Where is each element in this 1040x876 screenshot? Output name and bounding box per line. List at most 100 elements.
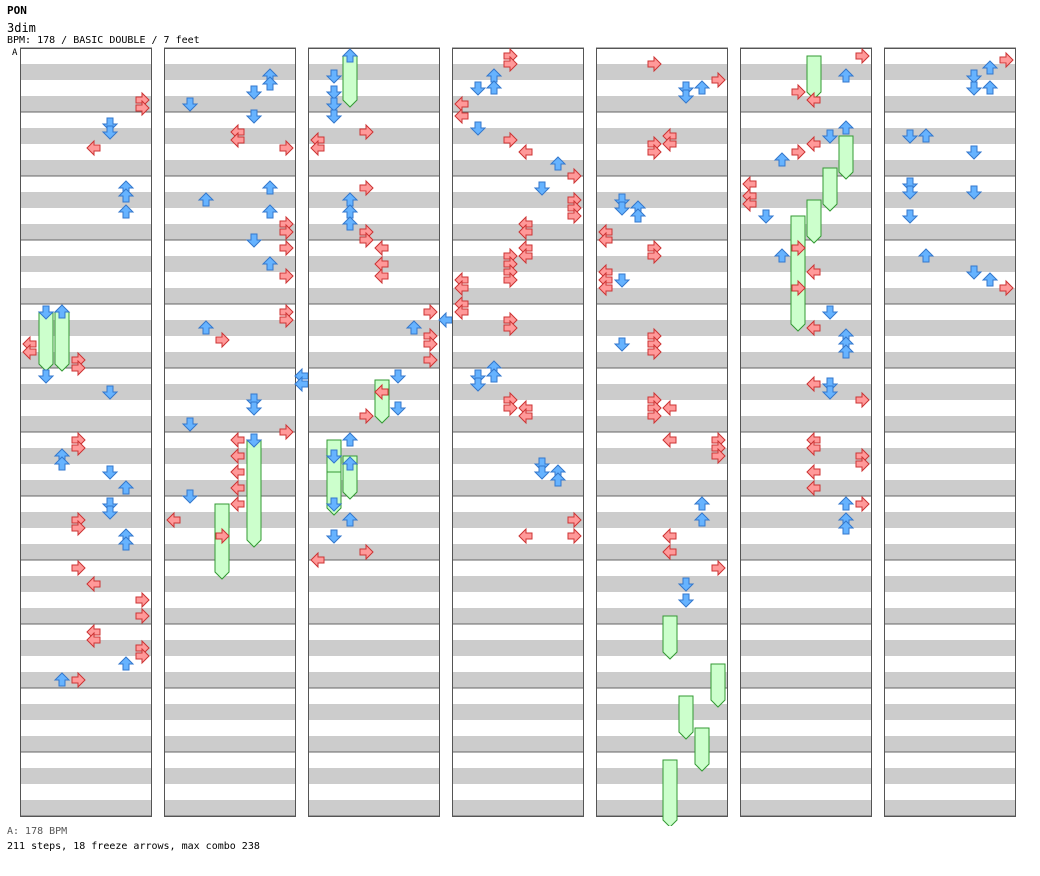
down-arrow-icon xyxy=(901,177,919,192)
beat-stripe xyxy=(452,272,584,288)
beat-stripe xyxy=(740,400,872,416)
beat-stripe xyxy=(596,352,728,368)
left-arrow-icon xyxy=(806,91,821,109)
down-arrow-icon xyxy=(965,145,983,160)
left-arrow-icon xyxy=(518,143,533,161)
footer-bpm: A: 178 BPM xyxy=(7,826,68,837)
beat-stripe xyxy=(20,768,152,784)
beat-stripe xyxy=(884,320,1016,336)
beat-stripe xyxy=(20,208,152,224)
beat-stripe xyxy=(884,592,1016,608)
column-border xyxy=(308,48,440,817)
beat-stripe xyxy=(740,784,872,800)
beat-stripe xyxy=(452,336,584,352)
beat-stripe xyxy=(596,784,728,800)
down-arrow-icon xyxy=(181,97,199,112)
beat-stripe xyxy=(308,320,440,336)
left-arrow-icon xyxy=(454,279,469,297)
beat-stripe xyxy=(164,128,296,144)
beat-stripe xyxy=(596,80,728,96)
beat-stripe xyxy=(884,272,1016,288)
down-arrow-icon xyxy=(901,209,919,224)
step-chart xyxy=(20,47,1016,826)
right-arrow-icon xyxy=(503,131,518,149)
beat-stripe xyxy=(164,64,296,80)
beat-stripe xyxy=(740,720,872,736)
beat-stripe xyxy=(452,368,584,384)
column-border xyxy=(20,48,152,817)
freeze-arrow xyxy=(246,439,262,548)
beat-stripe xyxy=(308,96,440,112)
right-arrow-icon xyxy=(647,407,662,425)
beat-stripe xyxy=(740,288,872,304)
column-border xyxy=(884,48,1016,817)
beat-stripe xyxy=(596,640,728,656)
down-arrow-icon xyxy=(245,401,263,416)
beat-stripe xyxy=(20,624,152,640)
up-arrow-icon xyxy=(117,188,135,203)
down-arrow-icon xyxy=(821,129,839,144)
left-arrow-icon xyxy=(374,267,389,285)
beat-stripe xyxy=(452,208,584,224)
beat-stripe xyxy=(884,48,1016,64)
beat-stripe xyxy=(884,784,1016,800)
beat-stripe xyxy=(20,48,152,64)
beat-stripe xyxy=(884,752,1016,768)
left-arrow-icon xyxy=(86,631,101,649)
beat-stripe xyxy=(884,64,1016,80)
beat-stripe xyxy=(452,576,584,592)
up-arrow-icon xyxy=(485,80,503,95)
beat-stripe xyxy=(596,160,728,176)
beat-stripe xyxy=(884,496,1016,512)
beat-stripe xyxy=(452,624,584,640)
beat-stripe xyxy=(740,240,872,256)
beat-stripe xyxy=(308,48,440,64)
beat-stripe xyxy=(308,704,440,720)
beat-stripe xyxy=(20,144,152,160)
down-arrow-icon xyxy=(533,181,551,196)
beat-stripe xyxy=(20,784,152,800)
beat-stripe xyxy=(596,464,728,480)
beat-stripe xyxy=(20,736,152,752)
beat-stripe xyxy=(596,224,728,240)
beat-stripe xyxy=(20,672,152,688)
beat-stripe xyxy=(740,464,872,480)
up-arrow-icon xyxy=(773,152,791,167)
right-arrow-icon xyxy=(855,455,870,473)
up-arrow-icon xyxy=(197,320,215,335)
beat-stripe xyxy=(452,560,584,576)
chart-info: BPM: 178 / BASIC DOUBLE / 7 feet xyxy=(7,35,200,46)
left-arrow-icon xyxy=(230,447,245,465)
beat-stripe xyxy=(452,608,584,624)
beat-stripe xyxy=(452,528,584,544)
beat-stripe xyxy=(308,128,440,144)
beat-stripe xyxy=(452,288,584,304)
beat-stripe xyxy=(308,576,440,592)
right-arrow-icon xyxy=(279,139,294,157)
beat-stripe xyxy=(164,512,296,528)
tempo-marker-label: A xyxy=(12,48,18,58)
freeze-arrow xyxy=(342,55,358,108)
right-arrow-icon xyxy=(791,279,806,297)
up-arrow-icon xyxy=(261,180,279,195)
freeze-arrow xyxy=(38,311,54,372)
song-artist: 3dim xyxy=(7,21,36,35)
left-arrow-icon xyxy=(454,107,469,125)
up-arrow-icon xyxy=(341,216,359,231)
beat-stripe xyxy=(164,112,296,128)
right-arrow-icon xyxy=(135,591,150,609)
right-arrow-icon xyxy=(855,391,870,409)
column-border xyxy=(596,48,728,817)
beat-stripe xyxy=(20,368,152,384)
beat-stripe xyxy=(308,672,440,688)
beat-stripe xyxy=(740,80,872,96)
beat-stripe xyxy=(740,704,872,720)
beat-stripe xyxy=(452,640,584,656)
chart-column xyxy=(884,47,1016,817)
right-arrow-icon xyxy=(279,239,294,257)
down-arrow-icon xyxy=(469,121,487,136)
beat-stripe xyxy=(164,432,296,448)
left-arrow-icon xyxy=(310,551,325,569)
down-arrow-icon xyxy=(901,185,919,200)
beat-stripe xyxy=(20,416,152,432)
